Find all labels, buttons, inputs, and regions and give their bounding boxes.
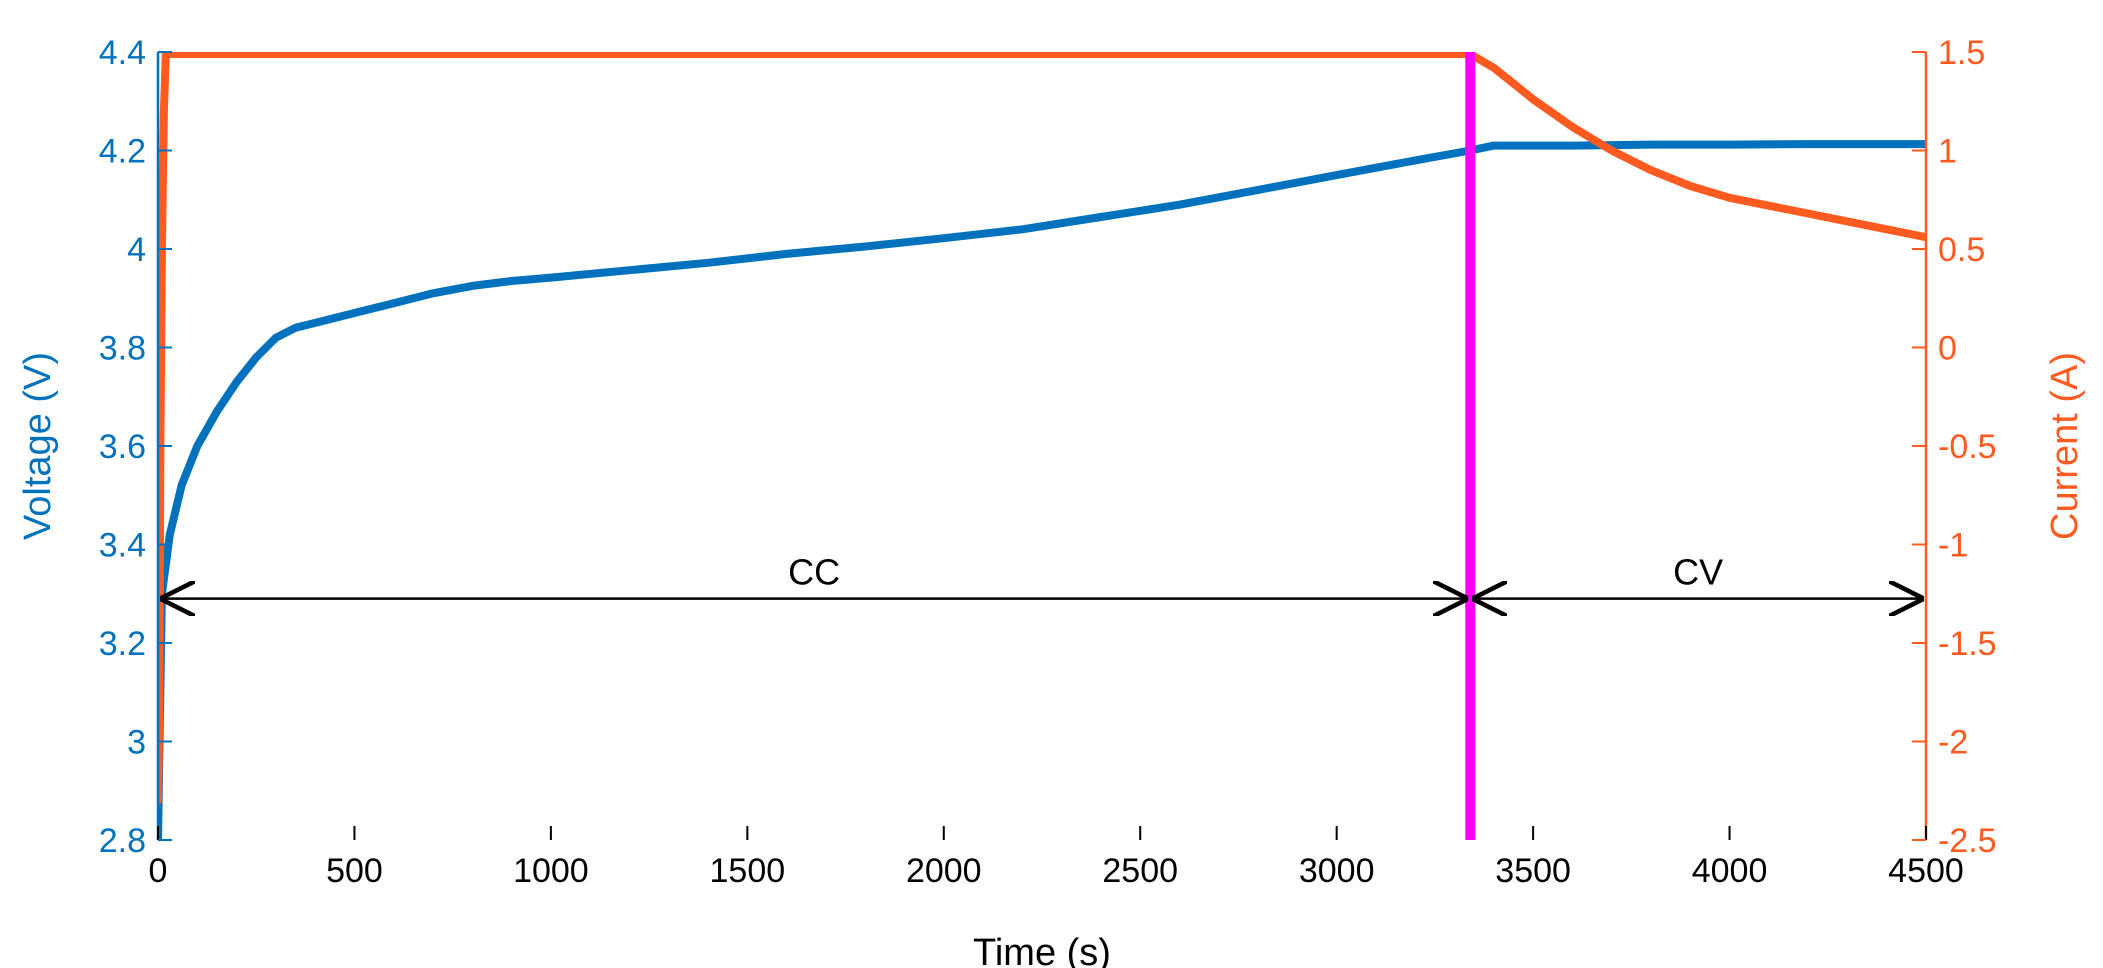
x-tick-label: 2500: [1102, 852, 1178, 890]
x-tick-label: 3000: [1299, 852, 1375, 890]
right-axis-title: Current (A): [2044, 352, 2086, 540]
x-tick-label: 1000: [513, 852, 589, 890]
left-tick-label: 3: [127, 724, 146, 762]
annotation-label-cc: CC: [788, 552, 840, 593]
right-tick-label: -2: [1938, 724, 1968, 762]
annotation-label-cv: CV: [1673, 552, 1723, 593]
x-tick-label: 4000: [1692, 852, 1768, 890]
right-tick-label: 0: [1938, 330, 1957, 368]
x-tick-label: 1500: [710, 852, 786, 890]
x-tick-label: 3500: [1495, 852, 1571, 890]
left-tick-label: 3.4: [99, 527, 146, 565]
left-tick-label: 4.2: [99, 133, 146, 171]
left-tick-label: 3.2: [99, 625, 146, 663]
right-tick-label: -1: [1938, 527, 1968, 565]
x-tick-label: 0: [149, 852, 168, 890]
left-tick-label: 2.8: [99, 822, 146, 860]
left-tick-label: 4.4: [99, 34, 146, 72]
annotation-layer: CC CV: [160, 552, 1924, 599]
series-line-voltage: [158, 140, 1926, 840]
x-tick-label: 4500: [1888, 852, 1964, 890]
x-axis-ticks: 0 500 1000 1500 2000 2500 3000 3500 4000 4500: [149, 826, 1964, 890]
x-tick-label: 2000: [906, 852, 982, 890]
left-tick-label: 4: [127, 231, 146, 269]
left-tick-label: 3.6: [99, 428, 146, 466]
right-tick-label: 0.5: [1938, 231, 1985, 269]
right-tick-label: -1.5: [1938, 625, 1997, 663]
right-axis-ticks: -2.5 -2 -1.5 -1 -0.5 0 0.5 1 1.5: [1912, 34, 1997, 860]
left-axis-title: Voltage (V): [17, 352, 59, 540]
right-tick-label: 1: [1938, 133, 1957, 171]
right-tick-label: -2.5: [1938, 822, 1997, 860]
x-axis-title: Time (s): [973, 932, 1111, 968]
left-axis-ticks: 2.8 3 3.2 3.4 3.6 3.8 4 4.2 4.4: [99, 34, 172, 860]
right-tick-label: 1.5: [1938, 34, 1985, 72]
x-tick-label: 500: [326, 852, 383, 890]
series-line-current: [158, 52, 1926, 805]
plot-area: [158, 52, 1926, 840]
right-tick-label: -0.5: [1938, 428, 1997, 466]
left-tick-label: 3.8: [99, 330, 146, 368]
